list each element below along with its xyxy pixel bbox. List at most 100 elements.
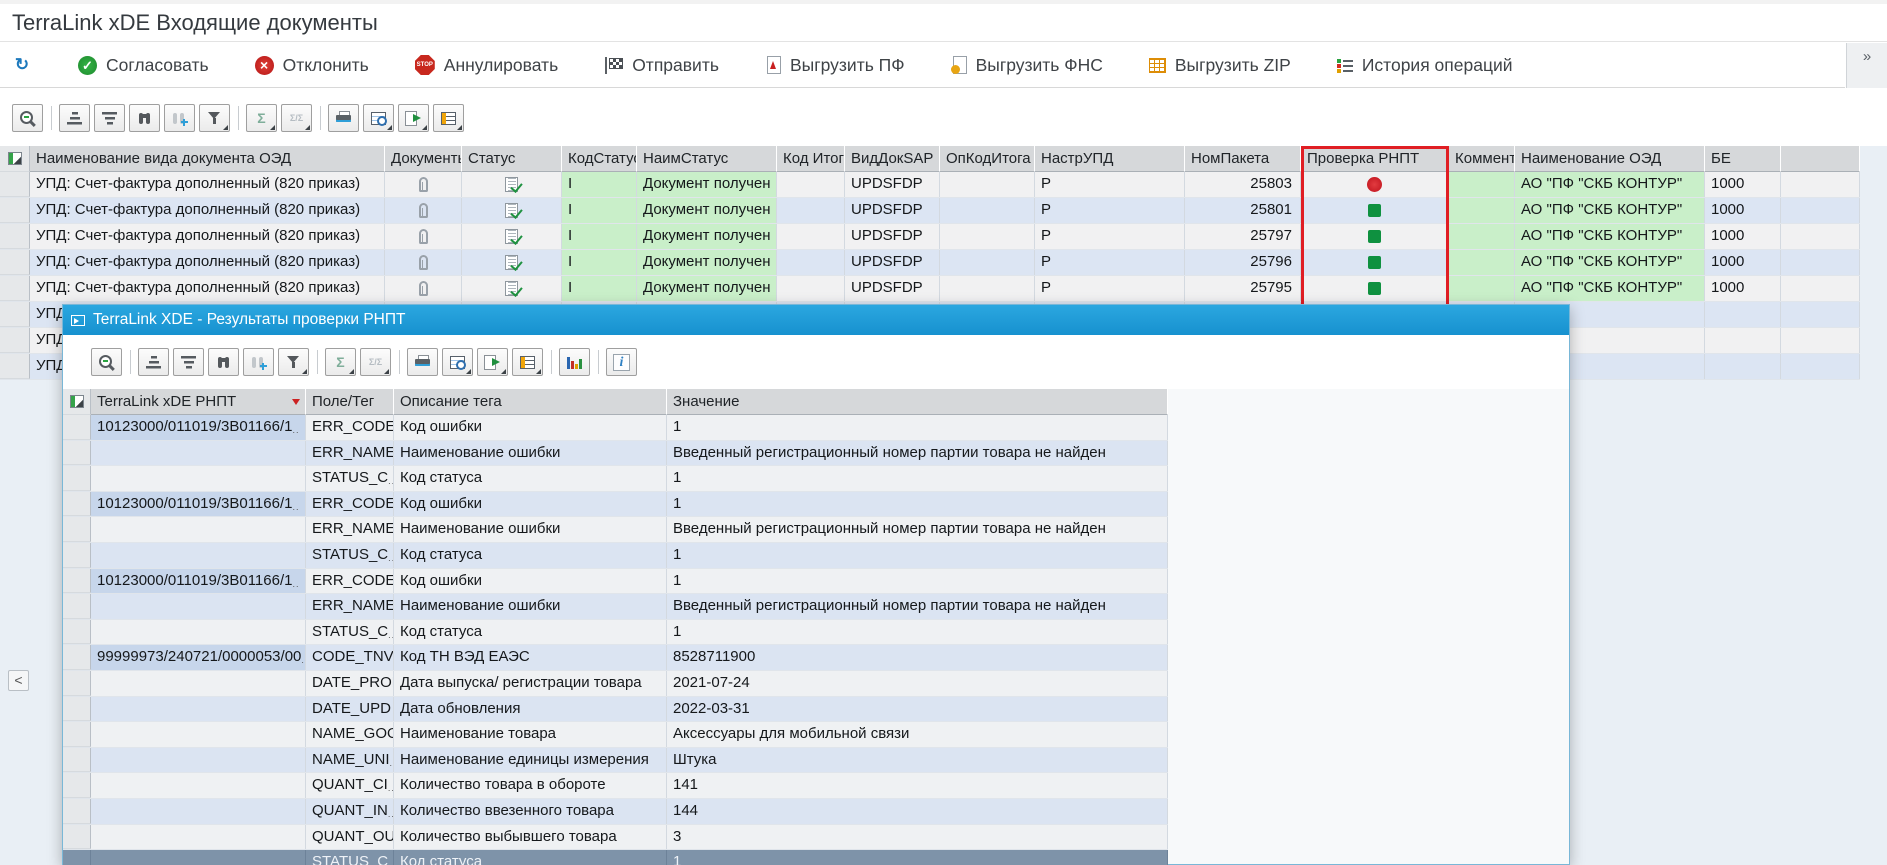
popup-table-row[interactable]: NAME_GOO..Наименование товараАксессуары … bbox=[63, 722, 1168, 748]
sort-desc-button[interactable] bbox=[94, 104, 125, 132]
column-header-nastr[interactable]: НастрУПД bbox=[1035, 146, 1185, 172]
row-selector[interactable] bbox=[0, 302, 30, 327]
print-button[interactable] bbox=[328, 104, 359, 132]
popup-table-row[interactable]: 10123000/011019/3В01166/1..ERR_CODEКод о… bbox=[63, 415, 1168, 441]
row-selector[interactable] bbox=[0, 276, 30, 301]
row-selector[interactable] bbox=[63, 569, 91, 594]
row-selector[interactable] bbox=[0, 354, 30, 379]
rnpt-ok-icon[interactable] bbox=[1368, 204, 1381, 217]
table-row[interactable]: УПД: Счет-фактура дополненный (820 прика… bbox=[0, 224, 1860, 250]
column-header-vid[interactable]: ВидДокSAP bbox=[845, 146, 940, 172]
app-button-export-fns[interactable]: Выгрузить ФНС bbox=[951, 55, 1103, 76]
details-button[interactable] bbox=[91, 348, 122, 376]
paperclip-icon[interactable] bbox=[419, 177, 428, 192]
print-button[interactable] bbox=[407, 348, 438, 376]
column-header-docs[interactable]: Документы bbox=[385, 146, 462, 172]
document-status-icon[interactable] bbox=[505, 203, 518, 218]
popup-table-row[interactable]: STATUS_C..Код статуса1 bbox=[63, 620, 1168, 646]
table-row[interactable]: УПД: Счет-фактура дополненный (820 прика… bbox=[0, 250, 1860, 276]
row-selector[interactable] bbox=[0, 250, 30, 275]
select-all-corner[interactable] bbox=[0, 146, 30, 172]
rnpt-failed-icon[interactable] bbox=[1367, 177, 1382, 192]
popup-table-row[interactable]: 10123000/011019/3В01166/1..ERR_CODEКод о… bbox=[63, 569, 1168, 595]
column-header-status[interactable]: Статус bbox=[462, 146, 562, 172]
filter-button[interactable] bbox=[199, 104, 230, 132]
scroll-left-button[interactable]: < bbox=[8, 670, 29, 691]
column-header-be[interactable]: БЕ bbox=[1705, 146, 1781, 172]
rnpt-ok-icon[interactable] bbox=[1368, 256, 1381, 269]
popup-table-row[interactable]: ERR_NAMEНаименование ошибкиВведенный рег… bbox=[63, 517, 1168, 543]
column-header-itog[interactable]: Код Итога bbox=[777, 146, 845, 172]
row-selector[interactable] bbox=[63, 799, 91, 824]
app-button-send-flag[interactable]: Отправить bbox=[604, 55, 719, 76]
app-button-history[interactable]: История операций bbox=[1337, 55, 1513, 76]
popup-table-row[interactable]: QUANT_OU..Количество выбывшего товара3 bbox=[63, 825, 1168, 851]
app-button-reject[interactable]: ×Отклонить bbox=[255, 55, 369, 76]
row-selector[interactable] bbox=[63, 517, 91, 542]
popup-table-row[interactable]: ERR_NAMEНаименование ошибкиВведенный рег… bbox=[63, 441, 1168, 467]
popup-select-all-corner[interactable] bbox=[63, 389, 91, 415]
row-selector[interactable] bbox=[63, 722, 91, 747]
column-header-paket[interactable]: НомПакета bbox=[1185, 146, 1301, 172]
document-status-icon[interactable] bbox=[505, 255, 518, 270]
document-status-icon[interactable] bbox=[505, 177, 518, 192]
table-row[interactable]: УПД: Счет-фактура дополненный (820 прика… bbox=[0, 198, 1860, 224]
find-next-button[interactable] bbox=[243, 348, 274, 376]
row-selector[interactable] bbox=[63, 543, 91, 568]
rnpt-ok-icon[interactable] bbox=[1368, 282, 1381, 295]
row-selector[interactable] bbox=[0, 328, 30, 353]
paperclip-icon[interactable] bbox=[419, 281, 428, 296]
popup-table-row[interactable]: STATUS_C..Код статуса1 bbox=[63, 543, 1168, 569]
popup-table-row[interactable]: QUANT_IN..Количество ввезенного товара14… bbox=[63, 799, 1168, 825]
subtotal-button[interactable]: Σ/Σ bbox=[281, 104, 312, 132]
row-selector[interactable] bbox=[63, 645, 91, 670]
filter-button[interactable] bbox=[278, 348, 309, 376]
popup-table-row[interactable]: NAME_UNI..Наименование единицы измерения… bbox=[63, 748, 1168, 774]
paperclip-icon[interactable] bbox=[419, 255, 428, 270]
views-button[interactable] bbox=[363, 104, 394, 132]
row-selector[interactable] bbox=[63, 773, 91, 798]
row-selector[interactable] bbox=[0, 198, 30, 223]
paperclip-icon[interactable] bbox=[419, 229, 428, 244]
details-button[interactable] bbox=[12, 104, 43, 132]
popup-column-header-desc[interactable]: Описание тега bbox=[394, 389, 667, 415]
popup-column-header-key[interactable]: TerraLink xDE РНПТ bbox=[91, 389, 306, 415]
row-selector[interactable] bbox=[63, 697, 91, 722]
export-button[interactable] bbox=[477, 348, 508, 376]
document-status-icon[interactable] bbox=[505, 229, 518, 244]
popup-table-row[interactable]: 10123000/011019/3В01166/1..ERR_CODEКод о… bbox=[63, 492, 1168, 518]
dialog-title-bar[interactable]: TerraLink XDE - Результаты проверки РНПТ bbox=[63, 305, 1569, 335]
toolbar-overflow-button[interactable]: » bbox=[1846, 43, 1887, 88]
column-header-naim[interactable]: НаимСтатус bbox=[637, 146, 777, 172]
app-button-annul[interactable]: STOPАннулировать bbox=[415, 55, 558, 76]
app-button-export-pdf[interactable]: Выгрузить ПФ bbox=[765, 55, 905, 76]
export-button[interactable] bbox=[398, 104, 429, 132]
sort-desc-button[interactable] bbox=[173, 348, 204, 376]
popup-table-row[interactable]: ERR_NAMEНаименование ошибкиВведенный рег… bbox=[63, 594, 1168, 620]
row-selector[interactable] bbox=[63, 671, 91, 696]
row-selector[interactable] bbox=[0, 172, 30, 197]
popup-table-row[interactable]: STATUS_C..Код статуса1 bbox=[63, 850, 1168, 865]
document-status-icon[interactable] bbox=[505, 281, 518, 296]
row-selector[interactable] bbox=[63, 620, 91, 645]
app-button-refresh[interactable]: ↻ bbox=[12, 55, 32, 75]
row-selector[interactable] bbox=[63, 850, 91, 865]
column-header-rnpt[interactable]: Проверка РНПТ bbox=[1301, 146, 1449, 172]
popup-column-header-field[interactable]: Поле/Тег bbox=[306, 389, 394, 415]
column-header-op[interactable]: ОпКодИтога bbox=[940, 146, 1035, 172]
app-button-export-zip[interactable]: Выгрузить ZIP bbox=[1149, 55, 1291, 76]
row-selector[interactable] bbox=[0, 224, 30, 249]
info-button[interactable]: i bbox=[606, 348, 637, 376]
popup-table-row[interactable]: 99999973/240721/0000053/00..CODE_TNV..Ко… bbox=[63, 645, 1168, 671]
popup-column-header-value[interactable]: Значение bbox=[667, 389, 1168, 415]
paperclip-icon[interactable] bbox=[419, 203, 428, 218]
find-next-button[interactable] bbox=[164, 104, 195, 132]
views-button[interactable] bbox=[442, 348, 473, 376]
find-button[interactable] bbox=[208, 348, 239, 376]
layout-button[interactable] bbox=[512, 348, 543, 376]
row-selector[interactable] bbox=[63, 415, 91, 440]
column-header-name[interactable]: Наименование вида документа ОЭД bbox=[30, 146, 385, 172]
row-selector[interactable] bbox=[63, 492, 91, 517]
sort-asc-button[interactable] bbox=[59, 104, 90, 132]
row-selector[interactable] bbox=[63, 441, 91, 466]
